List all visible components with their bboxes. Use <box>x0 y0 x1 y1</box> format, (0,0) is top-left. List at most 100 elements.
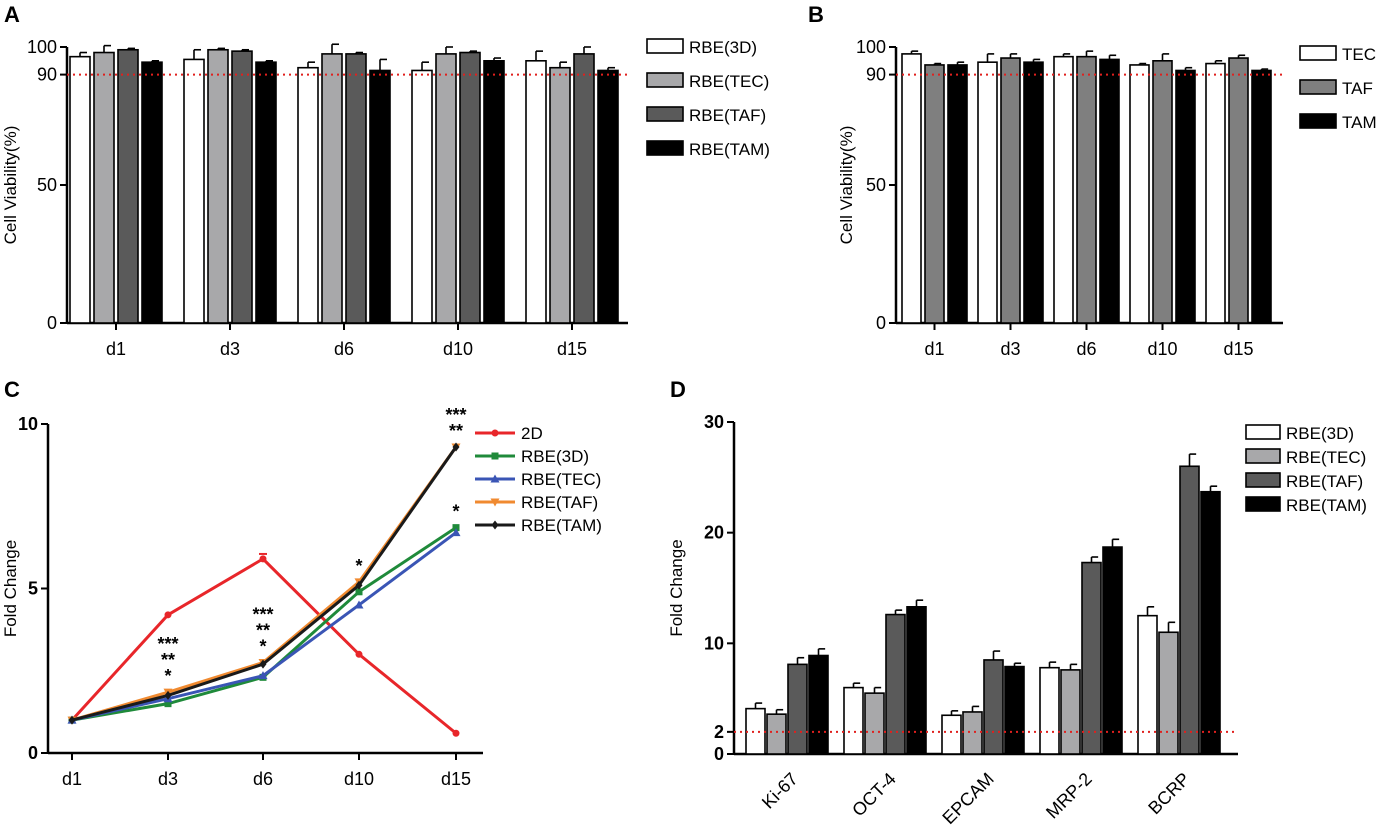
bar-rbe-tam-d15 <box>597 69 619 324</box>
bar-rbe-tec-d3 <box>207 48 229 324</box>
y-axis-title: Fold Change <box>1 540 20 637</box>
bar-rbe-tec-mrp-2 <box>1060 669 1081 755</box>
x-tick-label: d15 <box>1223 339 1253 359</box>
legend-swatch-rbe-tec <box>1245 448 1281 464</box>
legend-label-2d: 2D <box>521 424 543 443</box>
bar-rbe-tec-epcam <box>962 711 983 755</box>
bar-taf-d3 <box>1000 57 1021 324</box>
legend-label-rbe-taf: RBE(TAF) <box>689 106 766 125</box>
significance-star: ** <box>449 421 463 441</box>
bar-rbe-taf-d6 <box>345 53 367 324</box>
y-tick-label: 0 <box>47 313 57 333</box>
y-tick-label: 10 <box>18 414 38 434</box>
y-tick-label: 20 <box>704 523 724 543</box>
legend-label-rbe-tam: RBE(TAM) <box>521 516 602 535</box>
bar-rbe-3d-d1 <box>69 55 91 324</box>
panel-b-chart: 0 50 90 100 Cell Viability(%) d1 d3 d6 d10 d15 TEC… <box>837 37 1377 359</box>
x-tick-label: d3 <box>220 339 240 359</box>
bar-rbe-tam-epcam <box>1004 665 1025 755</box>
significance-star: *** <box>157 634 178 654</box>
bar-tam-d3 <box>1023 61 1044 324</box>
legend-swatch-taf <box>1299 79 1337 95</box>
point-rbe-tec-d15 <box>451 528 461 537</box>
bar-rbe-3d-bcrp <box>1137 614 1158 755</box>
bar-rbe-taf-oct-4 <box>885 613 906 755</box>
legend-label-rbe-3d: RBE(3D) <box>689 38 757 57</box>
y-tick-label: 0 <box>28 743 38 763</box>
bar-rbe-tec-ki-67 <box>766 713 787 755</box>
bar-rbe-tam-mrp-2 <box>1102 546 1123 755</box>
bar-rbe-tec-d10 <box>435 53 457 324</box>
x-tick-label: d6 <box>253 769 273 789</box>
x-tick-label: BCRP <box>1144 769 1194 819</box>
bar-rbe-3d-epcam <box>941 714 962 755</box>
bar-rbe-3d-d6 <box>297 66 319 324</box>
point-rbe-3d-d15 <box>452 524 460 532</box>
x-tick-label: d3 <box>158 769 178 789</box>
x-tick-label: OCT-4 <box>848 769 900 821</box>
bar-rbe-tec-d15 <box>549 66 571 324</box>
bar-tam-d6 <box>1099 58 1120 324</box>
panel-d-chart: 02 10 20 30 Fold Change Ki-67 OCT-4 EPCAM MRP-2 B… <box>667 412 1367 828</box>
bar-tec-d6 <box>1053 55 1074 324</box>
y-axis-title: Cell Viability(%) <box>1 126 20 245</box>
x-tick-label: d1 <box>62 769 82 789</box>
x-tick-label: EPCAM <box>938 769 997 828</box>
bar-tam-d1 <box>947 64 968 324</box>
legend-label-rbe-tam: RBE(TAM) <box>689 140 770 159</box>
x-tick-label: d3 <box>1000 339 1020 359</box>
bar-rbe-taf-d15 <box>573 53 595 324</box>
significance-star: * <box>164 666 171 686</box>
significance-star: ** <box>256 621 270 641</box>
x-tick-label: d15 <box>557 339 587 359</box>
x-tick-label: d6 <box>1076 339 1096 359</box>
x-tick-label: MRP-2 <box>1042 769 1096 823</box>
x-tick-label: d10 <box>443 339 473 359</box>
y-tick-label: 30 <box>704 412 724 432</box>
bar-taf-d1 <box>924 64 945 324</box>
bar-rbe-taf-d1 <box>117 48 139 324</box>
bar-rbe-taf-d3 <box>231 50 253 324</box>
panel-a-letter: A <box>4 2 20 27</box>
legend-label-rbe-3d: RBE(3D) <box>1286 424 1354 443</box>
legend-marker-rbe-taf <box>490 498 500 507</box>
bar-tam-d10 <box>1175 69 1196 324</box>
legend-swatch-rbe-tam <box>1245 496 1281 512</box>
legend-label-taf: TAF <box>1342 79 1373 98</box>
y-axis-title: Fold Change <box>667 539 686 636</box>
legend-label-rbe-tam: RBE(TAM) <box>1286 496 1367 515</box>
bar-rbe-tec-oct-4 <box>864 692 885 755</box>
x-tick-label: d10 <box>1147 339 1177 359</box>
x-tick-label: d10 <box>344 769 374 789</box>
point-2d-d6 <box>259 555 267 563</box>
bar-tec-d3 <box>977 61 998 324</box>
point-rbe-tam-d15 <box>452 442 460 452</box>
bar-rbe-taf-d10 <box>459 51 481 324</box>
point-rbe-tam-d1 <box>68 715 76 725</box>
legend-swatch-rbe-taf <box>1245 472 1281 488</box>
y-tick-label: 90 <box>37 65 57 85</box>
bar-taf-d15 <box>1228 57 1249 324</box>
point-2d-d10 <box>355 650 363 658</box>
y-tick-label: 100 <box>856 37 886 57</box>
point-rbe-tam-d3 <box>164 690 172 700</box>
bar-rbe-tam-ki-67 <box>808 654 829 755</box>
bar-rbe-tam-d1 <box>141 61 163 324</box>
bar-rbe-tam-d3 <box>255 61 277 324</box>
legend-marker-2d <box>491 429 499 437</box>
point-rbe-tam-d10 <box>355 580 363 590</box>
significance-star: * <box>259 637 266 657</box>
panel-c-letter: C <box>4 377 20 402</box>
point-2d-d15 <box>452 729 460 737</box>
significance-star: ** <box>161 650 175 670</box>
bar-rbe-tam-d10 <box>483 59 505 324</box>
bar-taf-d10 <box>1152 59 1173 324</box>
legend-swatch-tec <box>1299 45 1337 61</box>
x-tick-label: Ki-67 <box>758 769 802 813</box>
bar-rbe-taf-ki-67 <box>787 663 808 755</box>
bar-rbe-3d-mrp-2 <box>1039 666 1060 755</box>
legend-swatch-rbe-taf <box>646 106 684 122</box>
x-tick-label: d15 <box>441 769 471 789</box>
